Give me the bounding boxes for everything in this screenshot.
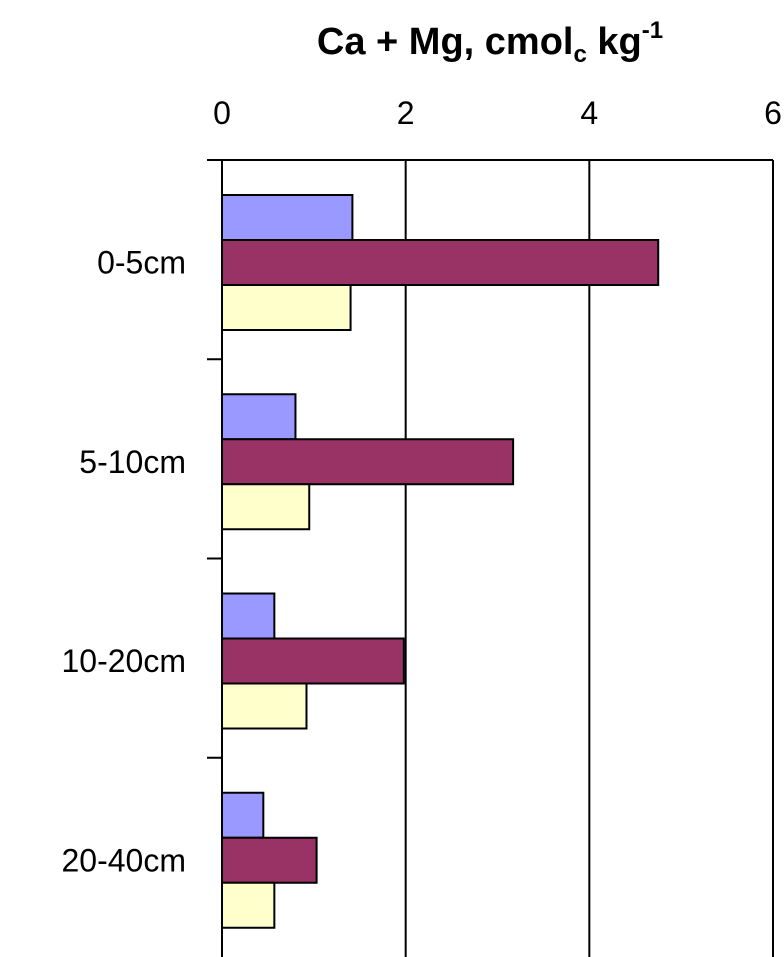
chart-title-main: Ca + Mg, cmol: [317, 21, 574, 63]
bar-5-10cm-series-2: [221, 438, 515, 486]
chart-title: Ca + Mg, cmolc kg-1: [317, 17, 663, 68]
bar-0-5cm-series-1: [221, 194, 354, 241]
chart-title-unit: kg: [587, 21, 642, 63]
bar-20-40cm-series-3: [221, 881, 276, 929]
bar-10-20cm-series-3: [221, 682, 308, 730]
category-label-10-20cm: 10-20cm: [62, 643, 187, 679]
x-tick-label-6: 6: [764, 95, 782, 131]
x-tick-label-4: 4: [580, 95, 598, 131]
bar-10-20cm-series-1: [221, 592, 276, 640]
bar-0-5cm-series-2: [221, 239, 660, 286]
bar-5-10cm-series-1: [221, 393, 297, 441]
bar-10-20cm-series-2: [221, 637, 405, 685]
bars: [221, 194, 660, 929]
bar-20-40cm-series-1: [221, 791, 265, 839]
category-label-5-10cm: 5-10cm: [79, 444, 186, 480]
category-label-20-40cm: 20-40cm: [62, 842, 187, 878]
x-tick-label-2: 2: [397, 95, 415, 131]
labels: 0-5cm 5-10cm 10-20cm 20-40cm: [62, 245, 187, 879]
x-tick-label-0: 0: [213, 95, 231, 131]
bar-0-5cm-series-3: [221, 284, 352, 331]
chart-title-subscript: c: [573, 41, 586, 68]
axes: [207, 159, 773, 957]
bar-5-10cm-series-3: [221, 483, 311, 531]
bar-20-40cm-series-2: [221, 836, 318, 884]
chart-title-superscript: -1: [642, 17, 663, 44]
category-label-0-5cm: 0-5cm: [97, 245, 186, 281]
axis-ticks: 0 2 4 6: [213, 95, 782, 131]
gridlines: [404, 160, 774, 957]
